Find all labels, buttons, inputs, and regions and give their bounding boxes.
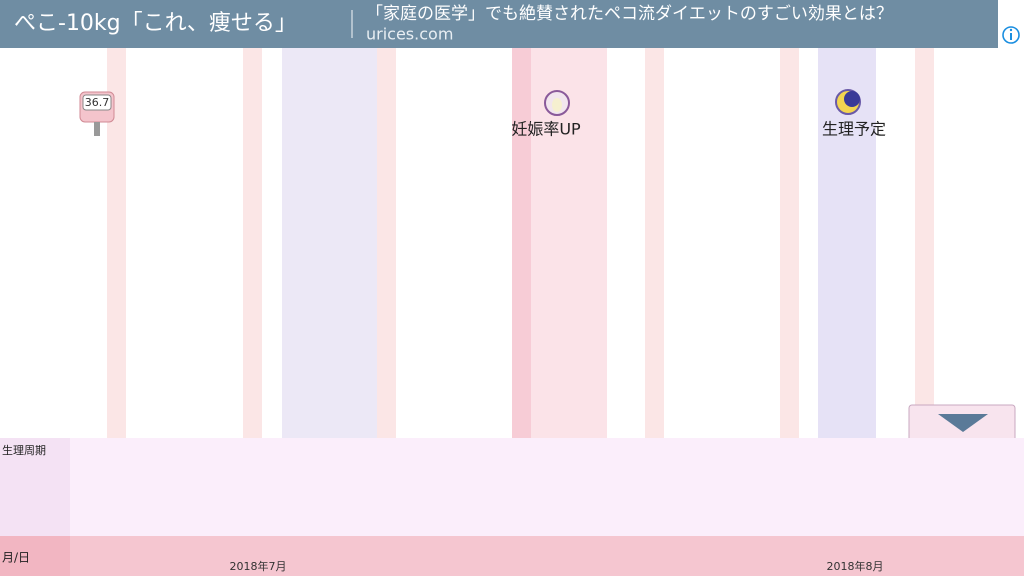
- annotation: 生理予定: [822, 120, 886, 139]
- ad-banner[interactable]: [0, 0, 1024, 48]
- sunday-band: [377, 48, 396, 438]
- ad-text[interactable]: 「家庭の医学」でも絶賛されたペコ流ダイエットのすごい効果とは？: [366, 4, 893, 24]
- date-label-bg: [0, 536, 70, 576]
- date-row-bg: [0, 536, 1024, 576]
- ad-info-dot: [1009, 28, 1013, 32]
- month-label: 2018年7月: [230, 559, 287, 573]
- threshold-pin-box: [82, 94, 112, 111]
- sunday-band: [645, 48, 664, 438]
- table-bg: [0, 438, 1024, 536]
- cycle-header: 生理周期: [2, 443, 46, 457]
- sunday-band: [915, 48, 934, 438]
- sunday-band: [107, 48, 126, 438]
- table-label-col: [0, 438, 70, 536]
- ad-info-i: [1010, 33, 1012, 40]
- month-label: 2018年8月: [827, 559, 884, 573]
- moon-shadow: [844, 91, 860, 107]
- ad-info-bg: [998, 0, 1024, 48]
- ad-url[interactable]: urices.com: [366, 25, 453, 44]
- date-header: 月/日: [2, 551, 30, 565]
- threshold-label: 36.7: [85, 96, 110, 109]
- ad-info-icon[interactable]: [1002, 26, 1020, 44]
- fertile-peak: [512, 48, 531, 438]
- egg-shape: [552, 98, 562, 112]
- annotation: 妊娠率UP: [511, 120, 581, 139]
- scroll-arrow: [938, 414, 988, 432]
- sunday-band: [780, 48, 799, 438]
- ad-headline[interactable]: ぺこ-10kg「これ、痩せる」: [14, 11, 297, 36]
- pin-stem: [94, 122, 100, 136]
- sunday-band: [243, 48, 262, 438]
- period-band: [282, 48, 378, 438]
- bands: [107, 48, 934, 576]
